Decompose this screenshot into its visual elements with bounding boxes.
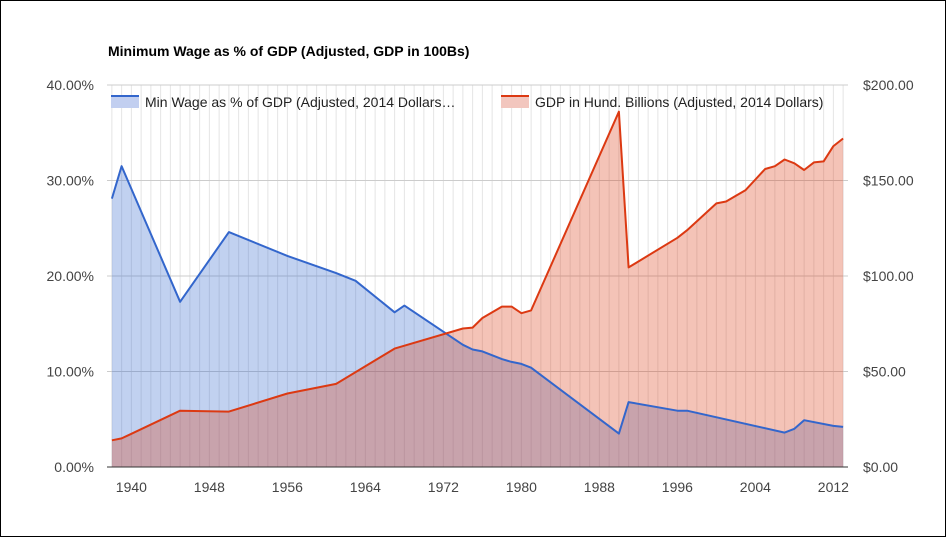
gridlines xyxy=(107,84,848,468)
series-areas xyxy=(111,111,844,467)
legend-label: GDP in Hund. Billions (Adjusted, 2014 Do… xyxy=(535,94,823,110)
y-left-tick-label: 30.00% xyxy=(47,173,94,189)
x-tick-label: 1996 xyxy=(662,479,693,495)
legend-label: Min Wage as % of GDP (Adjusted, 2014 Dol… xyxy=(145,94,455,110)
series-0-line xyxy=(110,165,844,435)
y-right-tick-label: $200.00 xyxy=(863,77,914,93)
x-tick-label: 1964 xyxy=(350,479,381,495)
y-left-tick-label: 40.00% xyxy=(47,77,94,93)
y-right-tick-label: $150.00 xyxy=(863,173,914,189)
y-left-tick-label: 0.00% xyxy=(54,459,94,475)
chart-title: Minimum Wage as % of GDP (Adjusted, GDP … xyxy=(108,43,470,59)
legend: Min Wage as % of GDP (Adjusted, 2014 Dol… xyxy=(111,94,823,110)
y-right-tick-label: $0.00 xyxy=(863,459,898,475)
series-1-area xyxy=(111,111,844,467)
tick-labels: 0.00% 10.00% 20.00% 30.00% 40.00% $0.00 $50.00… xyxy=(47,77,914,495)
y-right-tick-label: $50.00 xyxy=(863,364,906,380)
y-left-tick-label: 10.00% xyxy=(47,364,94,380)
legend-swatch-fill xyxy=(111,96,139,108)
x-tick-label: 2012 xyxy=(818,479,849,495)
x-tick-label: 1948 xyxy=(194,479,225,495)
x-tick-label: 1988 xyxy=(584,479,615,495)
x-tick-label: 1972 xyxy=(428,479,459,495)
series-1-line xyxy=(111,110,844,442)
y-right-tick-label: $100.00 xyxy=(863,268,914,284)
x-tick-label: 1940 xyxy=(116,479,147,495)
y-left-tick-label: 20.00% xyxy=(47,268,94,284)
legend-swatch-fill xyxy=(501,96,529,108)
series-lines xyxy=(110,110,844,442)
x-tick-label: 2004 xyxy=(740,479,771,495)
x-tick-label: 1956 xyxy=(272,479,303,495)
x-tick-label: 1980 xyxy=(506,479,537,495)
